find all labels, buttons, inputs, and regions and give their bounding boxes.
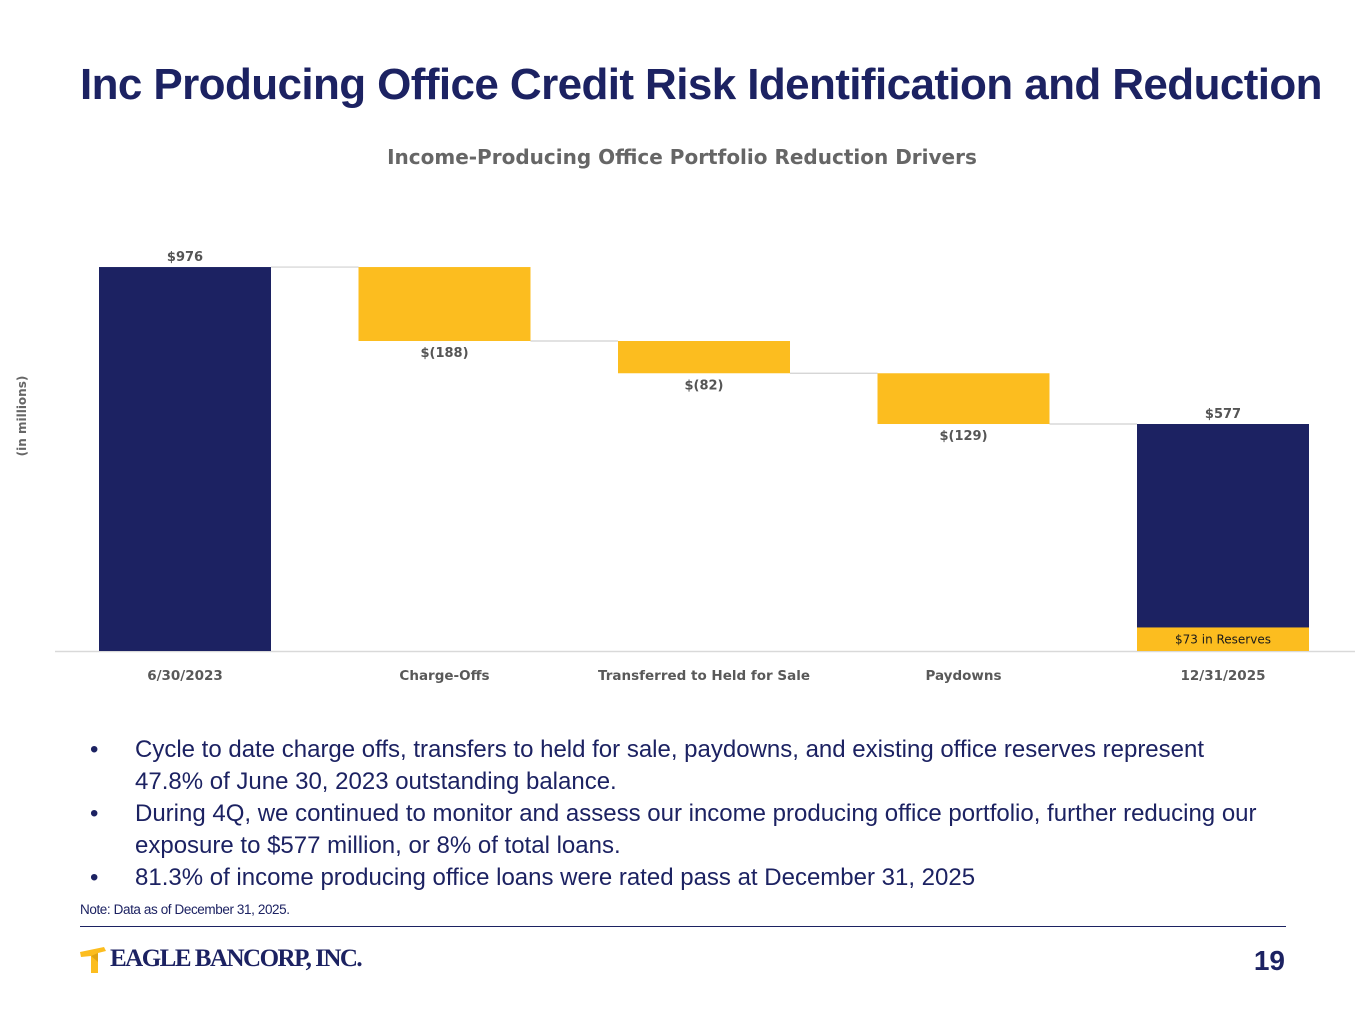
bullet-item: • 81.3% of income producing office loans … [90,862,1270,894]
footnote: Note: Data as of December 31, 2025. [80,902,290,917]
chart-title: Income-Producing Office Portfolio Reduct… [387,145,977,169]
slide-title: Inc Producing Office Credit Risk Identif… [80,60,1323,109]
bullet-item: • Cycle to date charge offs, transfers to… [90,734,1270,798]
logo-text: EAGLE BANCORP, INC. [110,945,363,972]
eagle-icon [80,947,106,973]
reserve-label: $73 in Reserves [1175,633,1271,647]
reserve-segment [1137,627,1309,651]
data-label-0: $976 [167,250,203,265]
x-tick-label-3: Paydowns [925,668,1001,684]
data-label-4: $577 [1205,407,1241,422]
bullet-dot: • [90,736,99,763]
data-label-1: $(188) [420,346,468,361]
bar-2 [618,341,790,374]
bullet-dot: • [90,800,99,827]
x-tick-label-0: 6/30/2023 [147,668,223,684]
bullet-item: • During 4Q, we continued to monitor and … [90,798,1270,862]
bullet-text: 81.3% of income producing office loans w… [135,864,976,891]
bar-3 [877,373,1050,425]
footer-divider [80,926,1286,927]
waterfall-chart: Income-Producing Office Portfolio Reduct… [15,145,1355,684]
bar-1 [358,267,531,342]
x-tick-label-2: Transferred to Held for Sale [598,668,810,684]
company-logo: EAGLE BANCORP, INC. [78,944,363,974]
x-tick-label-1: Charge-Offs [399,668,489,684]
bar-0 [99,267,271,651]
bullet-dot: • [90,864,99,891]
bullet-text: During 4Q, we continued to monitor and a… [135,800,1257,859]
data-label-2: $(82) [684,378,723,393]
bullet-text: Cycle to date charge offs, transfers to … [135,736,1205,795]
data-label-3: $(129) [939,429,987,444]
y-axis-label: (in millions) [15,376,29,457]
x-tick-label-4: 12/31/2025 [1180,668,1265,684]
page-number: 19 [1253,945,1285,976]
bar-4 [1137,424,1309,651]
bullet-list: • Cycle to date charge offs, transfers to… [90,734,1270,894]
chart-marks: $976 6/30/2023 $(188) Charge-Offs $(82) Trans… [55,250,1355,684]
